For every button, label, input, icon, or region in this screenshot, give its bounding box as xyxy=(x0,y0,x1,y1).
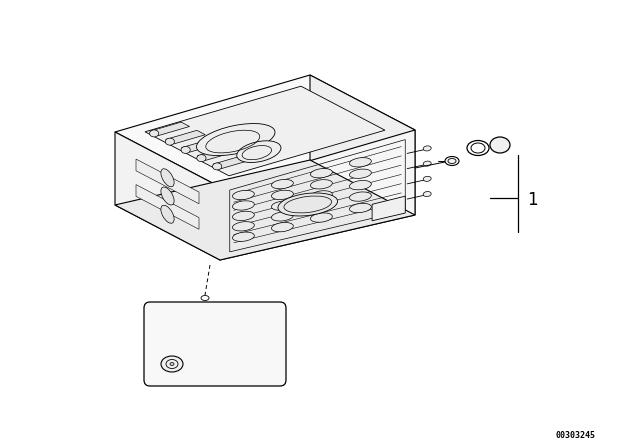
Ellipse shape xyxy=(349,169,371,178)
Ellipse shape xyxy=(271,223,293,232)
Polygon shape xyxy=(166,130,205,144)
Ellipse shape xyxy=(490,137,510,153)
Polygon shape xyxy=(150,122,189,136)
Ellipse shape xyxy=(349,158,371,167)
Ellipse shape xyxy=(423,192,431,197)
Ellipse shape xyxy=(196,155,206,162)
Ellipse shape xyxy=(310,213,332,222)
Ellipse shape xyxy=(165,138,175,145)
Ellipse shape xyxy=(161,169,174,187)
Ellipse shape xyxy=(212,163,222,170)
Ellipse shape xyxy=(161,187,174,205)
Polygon shape xyxy=(197,147,237,160)
Ellipse shape xyxy=(310,202,332,211)
Ellipse shape xyxy=(237,141,281,163)
FancyBboxPatch shape xyxy=(144,302,286,386)
Polygon shape xyxy=(145,86,385,176)
Polygon shape xyxy=(136,185,199,229)
Ellipse shape xyxy=(201,296,209,301)
Polygon shape xyxy=(115,75,415,187)
Ellipse shape xyxy=(310,191,332,200)
Ellipse shape xyxy=(278,193,337,216)
Polygon shape xyxy=(220,130,415,260)
Ellipse shape xyxy=(349,192,371,201)
Polygon shape xyxy=(310,75,415,215)
Ellipse shape xyxy=(232,211,254,220)
Ellipse shape xyxy=(232,232,254,241)
Ellipse shape xyxy=(310,168,332,178)
Ellipse shape xyxy=(232,201,254,210)
Ellipse shape xyxy=(349,203,371,213)
Ellipse shape xyxy=(181,146,190,153)
Polygon shape xyxy=(213,155,253,168)
Ellipse shape xyxy=(232,190,254,200)
Ellipse shape xyxy=(271,201,293,210)
Ellipse shape xyxy=(271,180,293,189)
Ellipse shape xyxy=(232,222,254,231)
Ellipse shape xyxy=(423,161,431,166)
Ellipse shape xyxy=(161,356,183,372)
Text: 00303245: 00303245 xyxy=(555,431,595,439)
Polygon shape xyxy=(115,160,415,260)
Ellipse shape xyxy=(445,156,459,165)
Ellipse shape xyxy=(150,130,159,137)
Ellipse shape xyxy=(467,141,489,155)
Ellipse shape xyxy=(349,181,371,190)
Ellipse shape xyxy=(161,205,174,223)
Ellipse shape xyxy=(423,146,431,151)
Ellipse shape xyxy=(310,180,332,189)
Ellipse shape xyxy=(170,362,174,366)
Ellipse shape xyxy=(423,177,431,181)
Ellipse shape xyxy=(271,212,293,221)
Ellipse shape xyxy=(471,143,485,153)
Polygon shape xyxy=(182,138,221,152)
Polygon shape xyxy=(115,132,220,260)
Ellipse shape xyxy=(196,124,275,155)
Polygon shape xyxy=(372,196,405,221)
Text: 1: 1 xyxy=(527,191,538,209)
Polygon shape xyxy=(136,159,199,204)
Ellipse shape xyxy=(271,190,293,199)
